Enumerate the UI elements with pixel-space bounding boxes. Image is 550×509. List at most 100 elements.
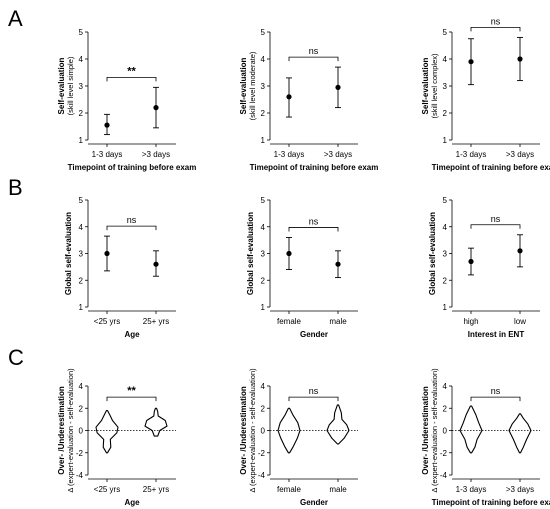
x-tick-label: male bbox=[329, 317, 347, 326]
mean-point bbox=[335, 84, 341, 90]
chart-panel-1: 1 2 3 4 5 1-3 days >3 days Timepoint of trainin… bbox=[239, 28, 378, 172]
y-tick-label: 1 bbox=[443, 303, 448, 312]
y-tick-label: 5 bbox=[443, 28, 448, 37]
y-tick-label: 5 bbox=[443, 196, 448, 205]
y-tick-label: 4 bbox=[443, 382, 448, 391]
significance-bracket bbox=[288, 396, 339, 402]
x-tick-label: 1-3 days bbox=[92, 150, 123, 159]
x-tick-label: high bbox=[463, 317, 478, 326]
y-tick-label: 2 bbox=[261, 109, 266, 118]
x-tick-label: >3 days bbox=[506, 485, 534, 494]
x-tick-label: female bbox=[277, 485, 302, 494]
x-tick-label: 25+ yrs bbox=[143, 485, 169, 494]
significance-bracket bbox=[288, 227, 339, 232]
row-c-letter: C bbox=[8, 345, 24, 370]
y-tick-label: 5 bbox=[79, 28, 84, 37]
significance-bracket bbox=[106, 396, 157, 402]
y-axis-subtitle: (skill level moderate) bbox=[248, 51, 257, 120]
significance-bracket bbox=[106, 225, 157, 231]
x-axis-title: Gender bbox=[300, 330, 328, 339]
y-tick-label: 3 bbox=[261, 82, 266, 91]
x-tick-label: female bbox=[277, 317, 302, 326]
x-axis-title: Timepoint of training before exam bbox=[68, 163, 197, 172]
y-tick-label: 2 bbox=[443, 276, 448, 285]
y-axis-title: Self-evaluation bbox=[421, 57, 430, 114]
mean-point bbox=[468, 59, 474, 65]
y-axis-title: Over- /Underestimation bbox=[421, 386, 430, 475]
significance-label: ns bbox=[491, 16, 501, 26]
chart-panel-0: 1 2 3 4 5 1-3 days >3 days Timepoint of trainin… bbox=[57, 28, 196, 172]
x-axis-title: Interest in ENT bbox=[468, 330, 525, 339]
mean-point bbox=[468, 258, 474, 265]
y-axis-title: Global self-evaluation bbox=[246, 212, 255, 295]
x-tick-label: male bbox=[329, 485, 347, 494]
y-tick-label: 0 bbox=[443, 427, 448, 436]
x-axis-title: Age bbox=[124, 498, 140, 507]
y-tick-label: 1 bbox=[79, 303, 84, 312]
y-tick-label: 1 bbox=[443, 136, 448, 145]
y-axis-subtitle: Δ (expert-evaluation - self-evaluation) bbox=[66, 368, 75, 493]
x-tick-label: low bbox=[514, 317, 526, 326]
chart-panels: 1 2 3 4 5 1-3 days >3 days Timepoint of trainin… bbox=[57, 16, 550, 507]
x-tick-label: <25 yrs bbox=[94, 485, 120, 494]
y-tick-label: 4 bbox=[261, 55, 266, 64]
mean-point bbox=[286, 94, 292, 100]
y-axis-title: Self-evaluation bbox=[239, 57, 248, 114]
y-tick-label: 3 bbox=[261, 250, 266, 259]
significance-bracket bbox=[470, 396, 521, 402]
y-axis-title: Global self-evaluation bbox=[64, 212, 73, 295]
y-tick-label: 5 bbox=[261, 28, 266, 37]
x-axis-title: Timepoint of training before exam bbox=[432, 498, 550, 507]
y-tick-label: -2 bbox=[76, 449, 84, 458]
significance-label: ns bbox=[491, 214, 501, 224]
y-tick-label: 5 bbox=[261, 196, 266, 205]
row-b-letter: B bbox=[8, 175, 23, 200]
violin-shape bbox=[144, 407, 168, 437]
chart-panel-2: 1 2 3 4 5 1-3 days >3 days Timepoint of trainin… bbox=[421, 16, 550, 172]
violin-shape bbox=[508, 413, 532, 454]
violin-shape bbox=[326, 404, 350, 445]
significance-bracket bbox=[106, 76, 157, 82]
mean-point bbox=[104, 122, 110, 128]
y-axis-subtitle: Δ (expert-evaluation - self-evaluation) bbox=[430, 368, 439, 493]
significance-label: ns bbox=[309, 46, 319, 56]
significance-label: ns bbox=[309, 216, 319, 226]
mean-point bbox=[104, 250, 110, 257]
x-tick-label: 25+ yrs bbox=[143, 317, 169, 326]
significance-label: ** bbox=[127, 65, 136, 77]
x-axis-title: Gender bbox=[300, 498, 328, 507]
y-tick-label: 0 bbox=[79, 427, 84, 436]
x-tick-label: >3 days bbox=[142, 150, 170, 159]
significance-label: ns bbox=[309, 386, 319, 396]
y-tick-label: 4 bbox=[443, 223, 448, 232]
mean-point bbox=[153, 105, 159, 111]
y-axis-title: Over- /Underestimation bbox=[239, 386, 248, 475]
violin-shape bbox=[95, 409, 119, 454]
y-tick-label: 1 bbox=[261, 303, 266, 312]
y-tick-label: -4 bbox=[258, 471, 266, 480]
y-axis-subtitle: (skill level complex) bbox=[430, 53, 439, 119]
y-axis-title: Global self-evaluation bbox=[428, 212, 437, 295]
significance-bracket bbox=[470, 27, 521, 32]
y-tick-label: 4 bbox=[79, 382, 84, 391]
y-tick-label: 0 bbox=[261, 427, 266, 436]
y-tick-label: 2 bbox=[261, 404, 266, 413]
x-tick-label: >3 days bbox=[506, 150, 534, 159]
x-tick-label: 1-3 days bbox=[456, 150, 487, 159]
significance-label: ns bbox=[491, 386, 501, 396]
chart-panel-5: 1 2 3 4 5 high low Interest in ENT Global self-e… bbox=[428, 196, 540, 339]
violin-shape bbox=[277, 407, 301, 454]
x-axis-title: Timepoint of training before exam bbox=[250, 163, 379, 172]
x-tick-label: 1-3 days bbox=[456, 485, 487, 494]
mean-point bbox=[517, 56, 523, 62]
significance-label: ns bbox=[127, 215, 137, 225]
y-tick-label: -2 bbox=[440, 449, 448, 458]
y-axis-subtitle: (skill level simple) bbox=[66, 56, 75, 115]
row-a-letter: A bbox=[8, 6, 23, 31]
mean-point bbox=[517, 248, 523, 254]
